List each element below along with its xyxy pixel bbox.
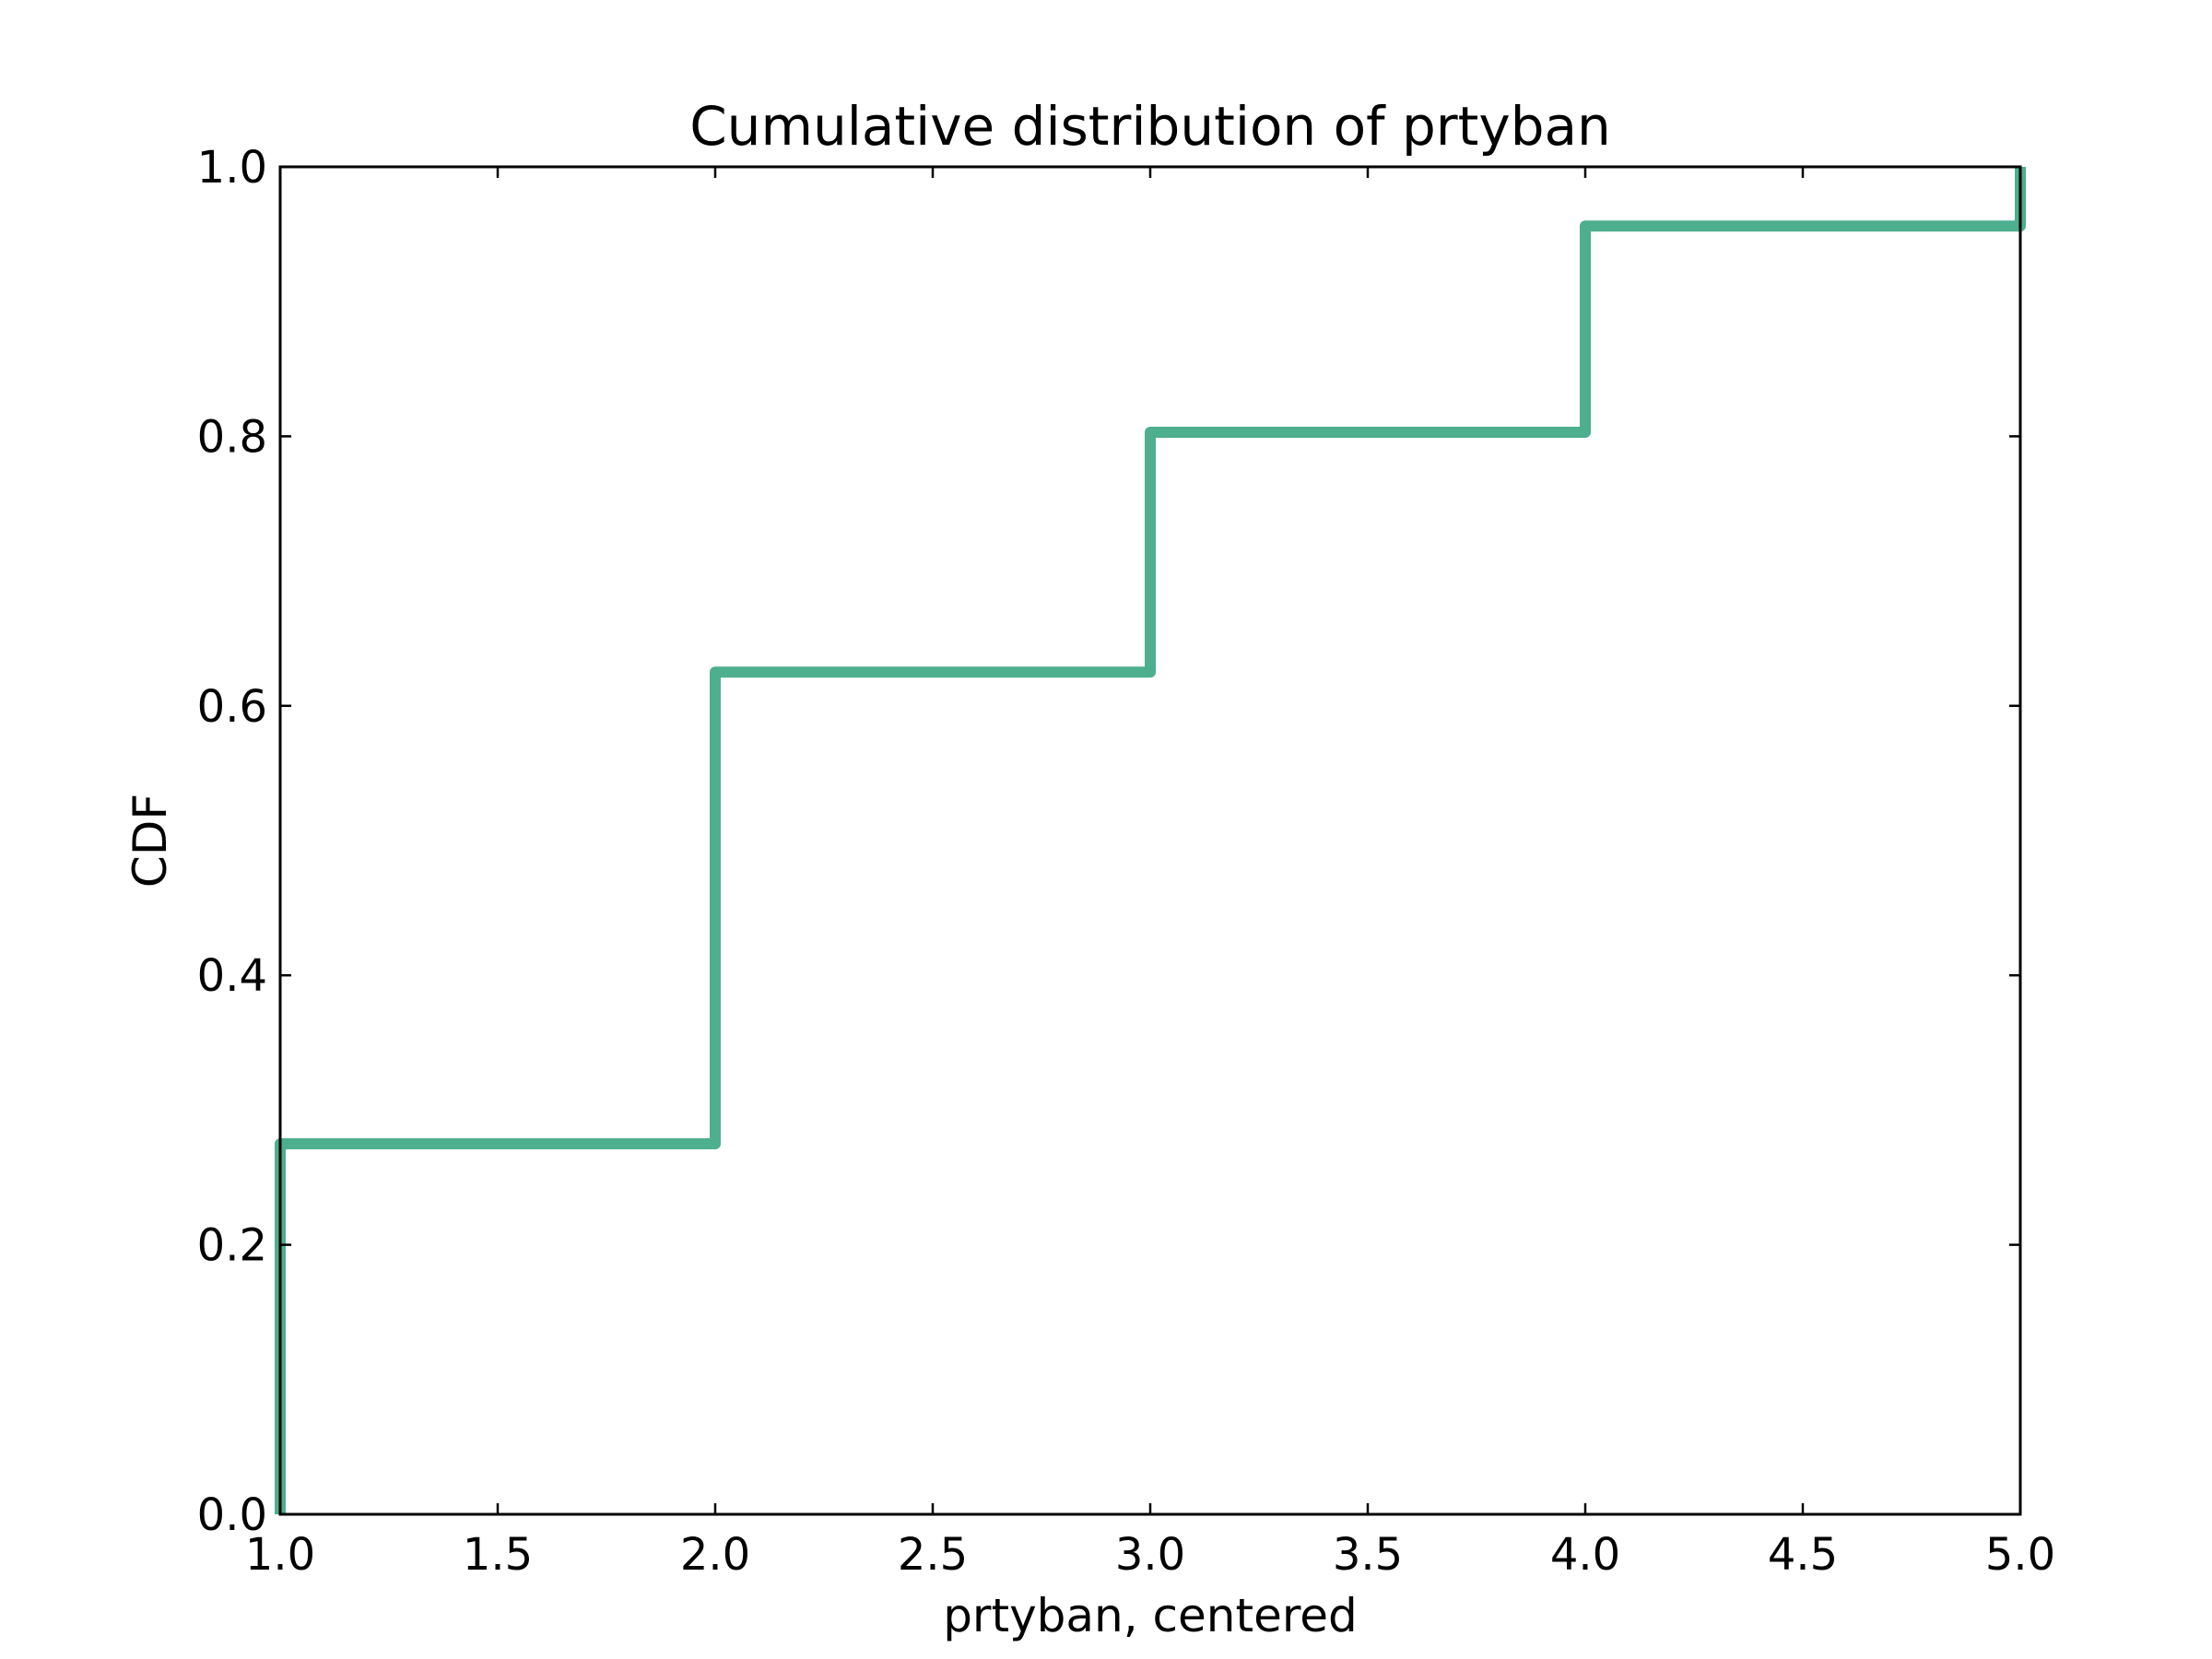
x-tick-label: 3.5 [1333, 1529, 1403, 1581]
chart-title: Cumulative distribution of prtyban [689, 95, 1611, 158]
x-axis: 1.0 1.5 2.0 2.5 3.0 3.5 4.0 4.5 5.0 [245, 167, 2055, 1581]
y-axis: 0.0 0.2 0.4 0.6 0.8 1.0 [197, 142, 2020, 1541]
x-tick-label: 3.0 [1115, 1529, 1185, 1581]
x-tick-label: 1.5 [463, 1529, 533, 1581]
x-tick-label: 4.0 [1550, 1529, 1620, 1581]
series-layer [275, 167, 2026, 1514]
y-axis-label: CDF [124, 794, 177, 888]
y-tick-label: 0.4 [197, 950, 267, 1002]
y-tick-label: 0.2 [197, 1220, 267, 1272]
y-tick-label: 0.8 [197, 411, 267, 463]
x-tick-label: 2.5 [898, 1529, 968, 1581]
x-tick-label: 1.0 [245, 1529, 315, 1581]
x-tick-label: 5.0 [1985, 1529, 2055, 1581]
x-tick-label: 2.0 [680, 1529, 750, 1581]
y-tick-label: 0.0 [197, 1489, 267, 1541]
y-tick-label: 0.6 [197, 681, 267, 733]
x-axis-label: prtyban, centered [943, 1589, 1358, 1642]
x-tick-label: 4.5 [1768, 1529, 1838, 1581]
y-tick-label: 1.0 [197, 142, 267, 194]
series-line-0 [275, 167, 2026, 1514]
